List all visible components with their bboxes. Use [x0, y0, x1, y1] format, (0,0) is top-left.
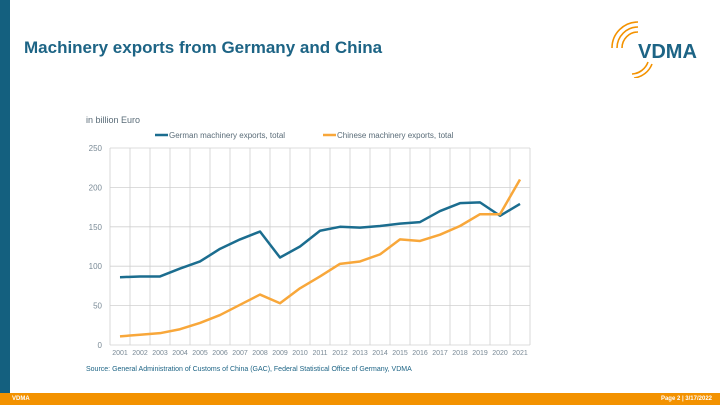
x-tick-label: 2008: [252, 350, 268, 357]
footer-bar: VDMA Page 2 | 3/17/2022: [0, 393, 720, 405]
x-tick-label: 2017: [432, 350, 448, 357]
y-tick-label: 250: [89, 144, 103, 153]
footer-brand: VDMA: [12, 396, 30, 402]
x-tick-label: 2006: [212, 350, 228, 357]
x-tick-label: 2010: [292, 350, 308, 357]
x-tick-label: 2005: [192, 350, 208, 357]
x-tick-label: 2014: [372, 350, 388, 357]
x-tick-label: 2012: [332, 350, 348, 357]
y-tick-label: 0: [98, 341, 103, 350]
x-tick-label: 2015: [392, 350, 408, 357]
x-tick-label: 2016: [412, 350, 428, 357]
x-tick-label: 2011: [312, 350, 327, 357]
x-tick-label: 2019: [472, 350, 488, 357]
page-info: Page 2 | 3/17/2022: [660, 396, 712, 402]
x-tick-label: 2002: [132, 350, 148, 357]
x-tick-label: 2021: [512, 350, 528, 357]
x-tick-label: 2004: [172, 350, 188, 357]
y-tick-label: 50: [93, 302, 102, 311]
x-tick-label: 2007: [232, 350, 248, 357]
vdma-logo: VDMA: [611, 21, 697, 78]
x-tick-label: 2018: [452, 350, 468, 357]
left-accent-bar: [0, 0, 10, 393]
legend-label-german: German machinery exports, total: [169, 131, 285, 140]
x-tick-label: 2009: [272, 350, 288, 357]
y-axis-label: in billion Euro: [86, 115, 140, 125]
y-tick-label: 100: [89, 262, 103, 271]
legend-label-chinese: Chinese machinery exports, total: [337, 131, 454, 140]
source-note: Source: General Administration of Custom…: [86, 366, 412, 373]
x-tick-label: 2013: [352, 350, 368, 357]
x-tick-label: 2003: [152, 350, 168, 357]
x-tick-label: 2001: [112, 350, 128, 357]
y-tick-label: 150: [89, 223, 103, 232]
y-tick-label: 200: [89, 183, 103, 192]
page-title: Machinery exports from Germany and China: [24, 38, 383, 57]
line-chart: in billion Euro 0 50 100 150 200 250 2001 2002 2…: [86, 115, 531, 357]
x-tick-label: 2020: [492, 350, 508, 357]
svg-text:VDMA: VDMA: [638, 41, 697, 63]
